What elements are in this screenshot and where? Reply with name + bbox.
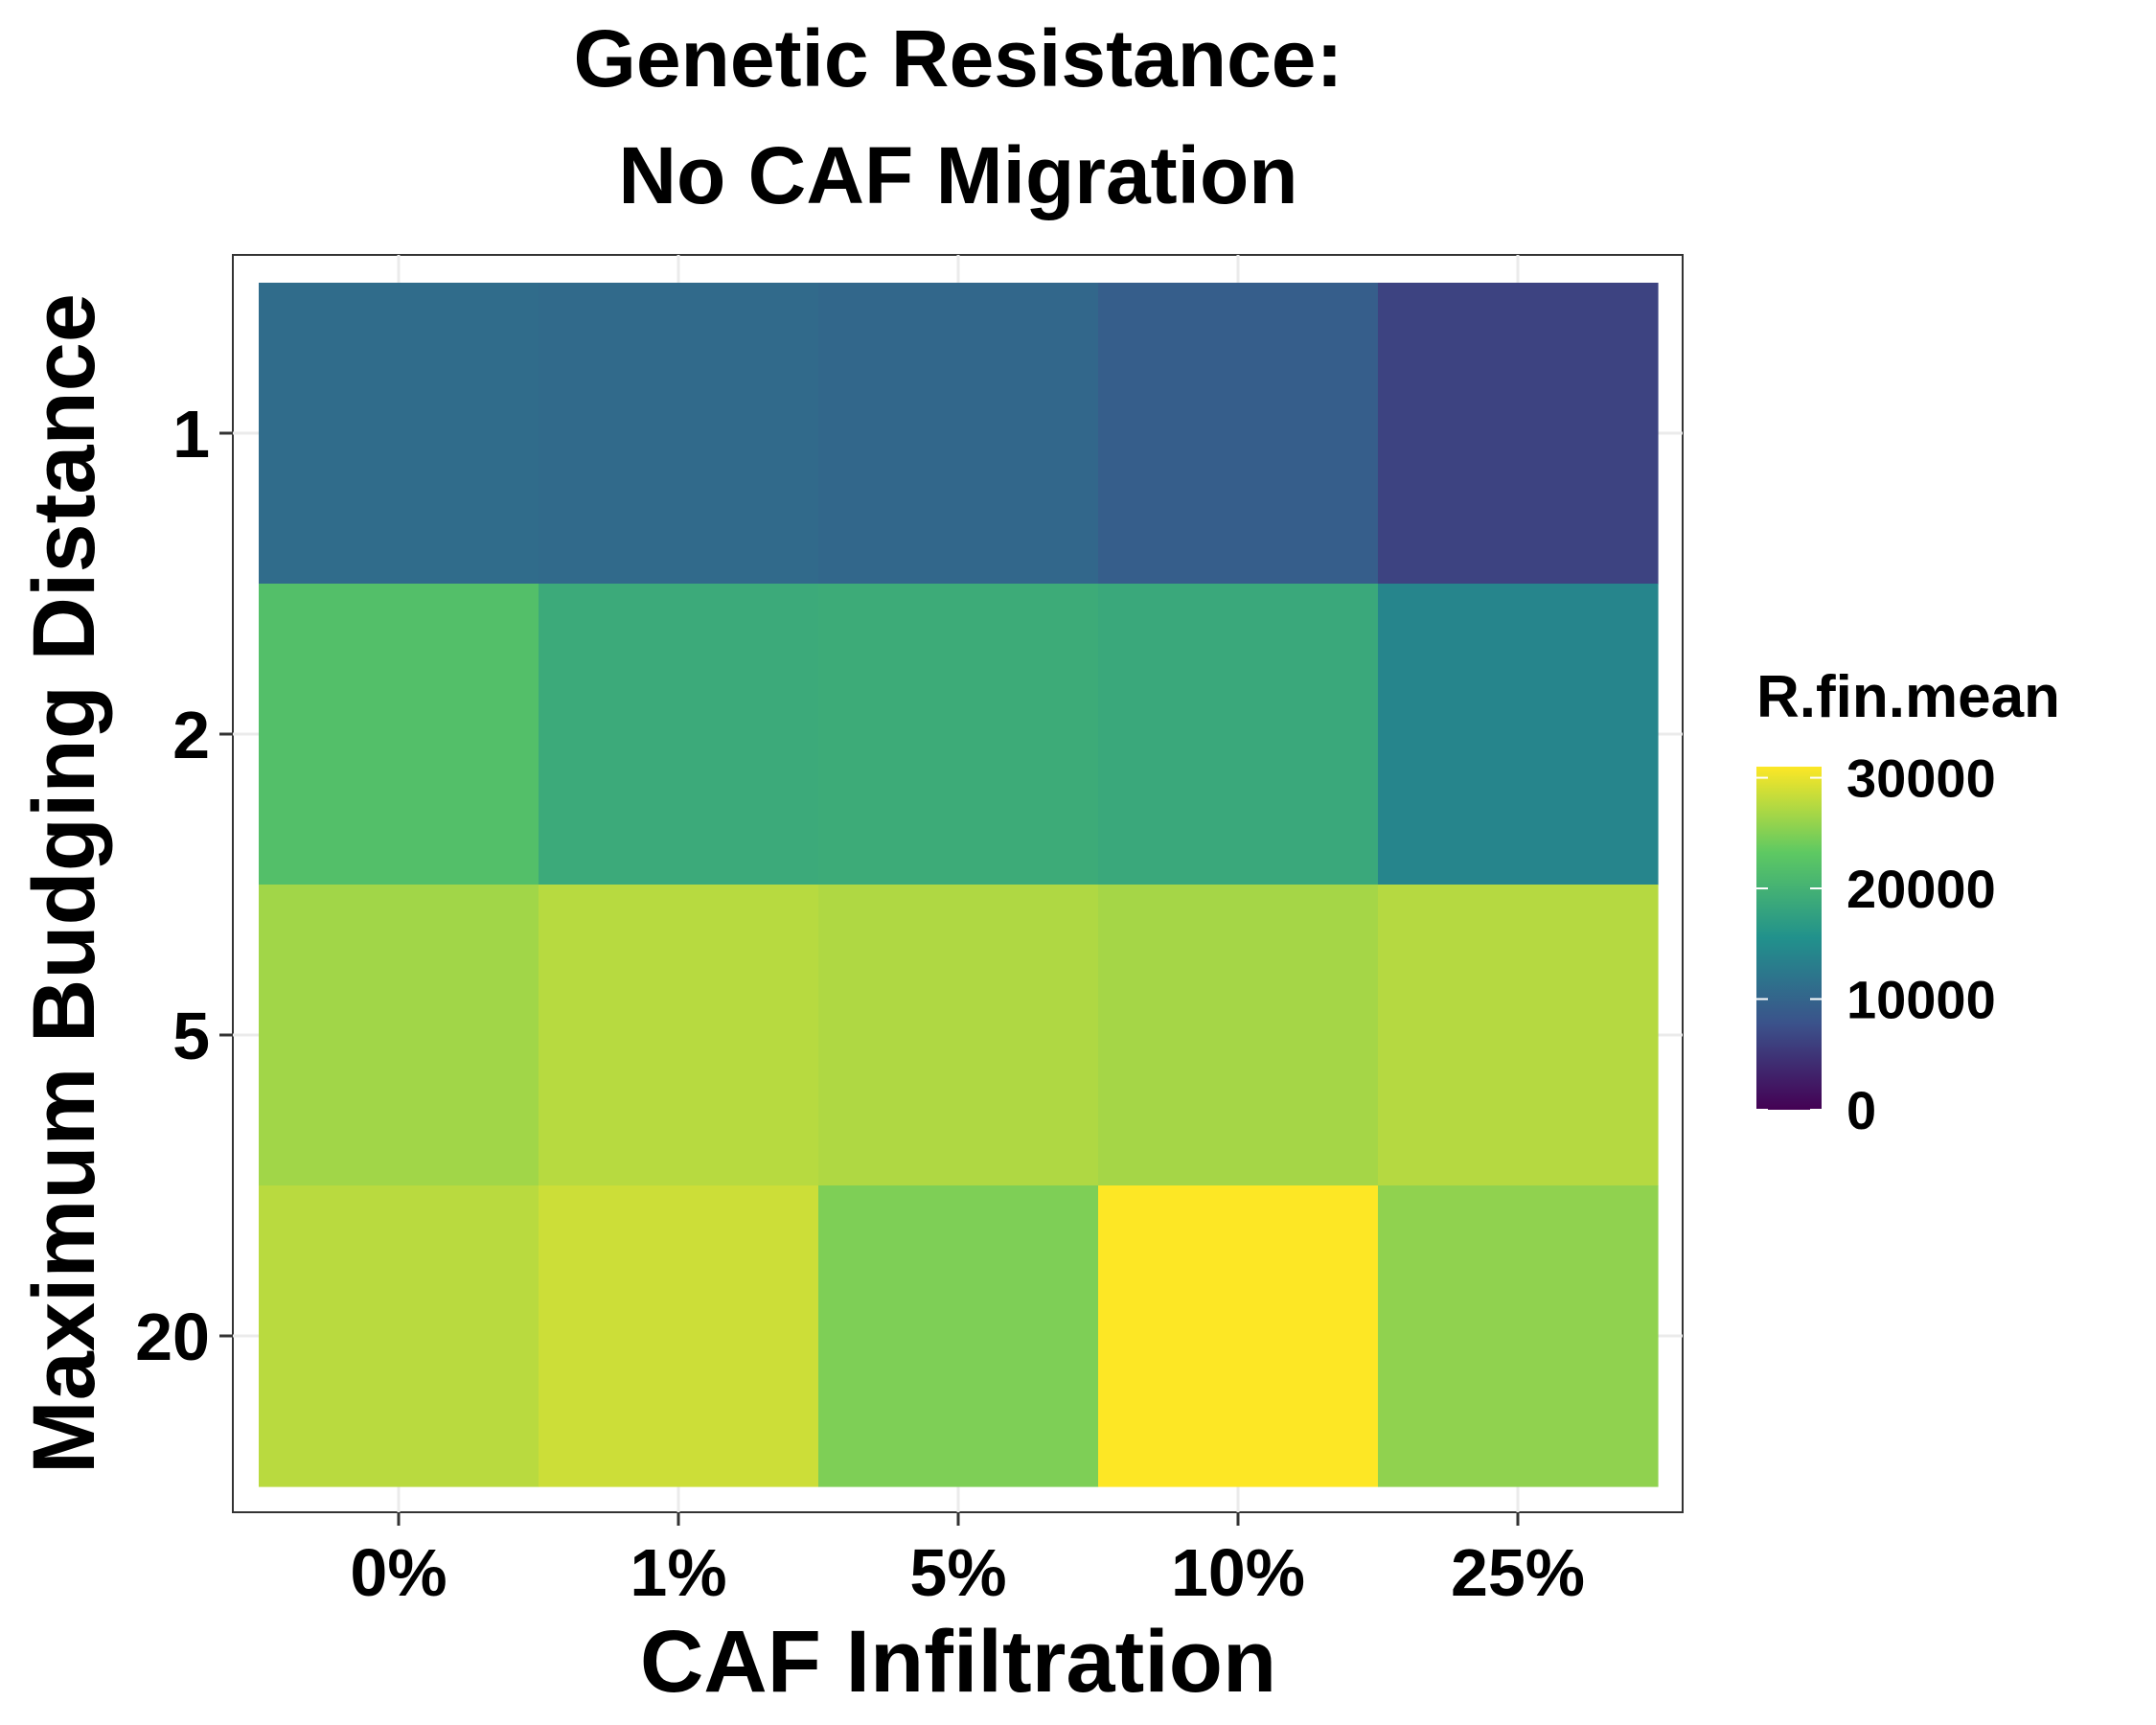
legend-tick-label: 10000	[1846, 970, 1996, 1030]
heatmap-cell	[818, 885, 1099, 1186]
legend-colorbar	[1756, 767, 1822, 1110]
y-tick-label: 2	[172, 698, 210, 772]
heatmap-cell	[539, 885, 819, 1186]
heatmap-cell	[259, 283, 539, 585]
heatmap-cell	[1378, 885, 1659, 1186]
heatmap-cell	[539, 283, 819, 585]
legend-tick-label: 30000	[1846, 748, 1996, 809]
y-tick-label: 1	[172, 397, 210, 472]
heatmap-cell	[1378, 1185, 1659, 1487]
heatmap-cell	[1378, 584, 1659, 886]
x-tick-label: 5%	[909, 1535, 1006, 1610]
heatmap-cell	[818, 584, 1099, 886]
x-tick-label: 10%	[1171, 1535, 1305, 1610]
heatmap-cell	[818, 1185, 1099, 1487]
heatmap-cell	[259, 885, 539, 1186]
chart-title-line-1: Genetic Resistance:	[573, 13, 1342, 104]
x-tick-label: 1%	[630, 1535, 726, 1610]
legend-tick-label: 20000	[1846, 859, 1996, 919]
chart-title-line-2: No CAF Migration	[618, 130, 1297, 220]
heatmap-cell	[1098, 1185, 1379, 1487]
y-axis-title: Maximum Budging Distance	[15, 293, 113, 1474]
y-axis: 1 2 5 20	[135, 397, 233, 1374]
heatmap-cell	[259, 584, 539, 886]
y-tick-label: 5	[172, 999, 210, 1073]
legend-tick-label: 0	[1846, 1080, 1876, 1140]
legend-ticks: 0 10000 20000 30000	[1756, 748, 1996, 1140]
x-axis: 0% 1% 5% 10% 25%	[350, 1512, 1585, 1610]
x-axis-title: CAF Infiltration	[640, 1613, 1276, 1711]
legend-title: R.fin.mean	[1756, 664, 2060, 730]
heatmap-cell	[539, 584, 819, 886]
y-tick-label: 20	[135, 1300, 210, 1374]
heatmap-cell	[818, 283, 1099, 585]
x-tick-label: 25%	[1451, 1535, 1585, 1610]
heatmap-cell	[1098, 584, 1379, 886]
heatmap-cell	[1098, 283, 1379, 585]
x-tick-label: 0%	[350, 1535, 447, 1610]
heatmap-cell	[1378, 283, 1659, 585]
heatmap-cell	[539, 1185, 819, 1487]
heatmap-cell	[259, 1185, 539, 1487]
heatmap-cell	[1098, 885, 1379, 1186]
heatmap-cells	[259, 283, 1659, 1487]
